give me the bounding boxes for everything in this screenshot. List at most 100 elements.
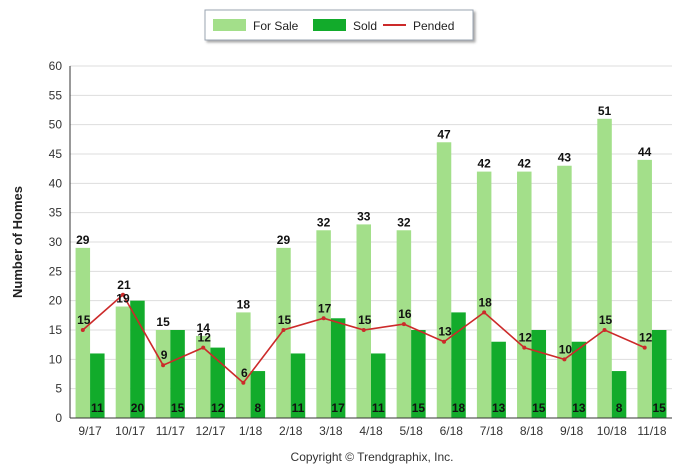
x-tick-label: 9/17 bbox=[78, 424, 102, 438]
y-tick-label: 15 bbox=[49, 323, 63, 337]
data-label-pended: 16 bbox=[398, 307, 412, 321]
legend-swatch-sold bbox=[313, 19, 346, 31]
y-tick-label: 50 bbox=[49, 118, 63, 132]
data-label-for-sale: 47 bbox=[437, 127, 451, 141]
data-label-for-sale: 42 bbox=[518, 157, 532, 171]
pended-point bbox=[361, 328, 366, 332]
bar-sold bbox=[170, 330, 185, 418]
legend-swatch-for-sale bbox=[213, 19, 246, 31]
pended-point bbox=[401, 322, 406, 327]
data-label-pended: 15 bbox=[77, 313, 91, 327]
bar-for-sale bbox=[316, 230, 331, 418]
pended-point bbox=[442, 339, 447, 344]
data-label-sold: 15 bbox=[171, 401, 185, 415]
y-tick-label: 5 bbox=[55, 382, 62, 396]
x-tick-label: 6/18 bbox=[440, 424, 464, 438]
y-tick-label: 30 bbox=[49, 235, 63, 249]
bar-sold bbox=[651, 330, 667, 418]
x-tick-label: 12/17 bbox=[195, 424, 225, 438]
bar-for-sale bbox=[195, 335, 211, 418]
bar-sold bbox=[330, 318, 346, 418]
x-tick-label: 10/18 bbox=[597, 424, 627, 438]
data-label-for-sale: 29 bbox=[76, 233, 90, 247]
data-label-sold: 8 bbox=[255, 401, 262, 415]
x-tick-label: 11/18 bbox=[637, 424, 666, 438]
data-label-for-sale: 18 bbox=[237, 297, 251, 311]
data-label-sold: 15 bbox=[653, 401, 667, 415]
bar-sold bbox=[531, 330, 547, 418]
bar-for-sale bbox=[476, 171, 492, 418]
data-label-for-sale: 15 bbox=[156, 315, 170, 329]
data-label-for-sale: 51 bbox=[598, 104, 612, 118]
x-tick-label: 7/18 bbox=[480, 424, 504, 438]
pended-point bbox=[281, 328, 286, 332]
pended-point bbox=[321, 316, 326, 321]
pended-point bbox=[201, 345, 206, 350]
bars bbox=[75, 118, 667, 419]
y-tick-label: 40 bbox=[49, 176, 63, 190]
bar-for-sale bbox=[155, 330, 171, 418]
pended-point bbox=[602, 328, 607, 332]
data-label-pended: 15 bbox=[278, 313, 292, 327]
data-label-pended: 15 bbox=[358, 313, 372, 327]
data-label-sold: 11 bbox=[292, 401, 305, 415]
pended-point bbox=[120, 292, 125, 297]
legend-label-pended: Pended bbox=[413, 19, 454, 33]
y-tick-label: 45 bbox=[49, 147, 63, 161]
data-label-sold: 12 bbox=[211, 401, 225, 415]
y-tick-label: 10 bbox=[49, 352, 63, 366]
data-label-sold: 15 bbox=[412, 401, 426, 415]
data-label-for-sale: 14 bbox=[197, 321, 211, 335]
bar-for-sale bbox=[276, 247, 291, 418]
data-label-for-sale: 32 bbox=[397, 215, 411, 229]
y-axis-title: Number of Homes bbox=[10, 186, 25, 298]
axes: 0 5 10 15 20 25 30 35 40 45 50 55 60 9/17 10/17 11/17 12… bbox=[49, 59, 672, 438]
data-label-sold: 20 bbox=[131, 401, 145, 415]
bar-for-sale bbox=[637, 159, 652, 418]
y-tick-label: 0 bbox=[55, 411, 62, 425]
x-tick-label: 11/17 bbox=[156, 424, 185, 438]
bar-sold bbox=[371, 353, 386, 418]
x-tick-label: 3/18 bbox=[319, 424, 343, 438]
data-label-sold: 11 bbox=[372, 401, 385, 415]
x-tick-label: 5/18 bbox=[399, 424, 423, 438]
bar-sold bbox=[90, 353, 105, 418]
pended-point bbox=[482, 310, 487, 315]
data-label-sold: 13 bbox=[492, 401, 506, 415]
bar-sold bbox=[250, 371, 266, 418]
copyright-credit: Copyright © Trendgraphix, Inc. bbox=[291, 450, 454, 464]
bar-sold bbox=[491, 341, 506, 418]
x-tick-label: 10/17 bbox=[115, 424, 145, 438]
data-label-sold: 8 bbox=[616, 401, 623, 415]
bar-for-sale bbox=[517, 171, 532, 418]
y-tick-label: 60 bbox=[49, 59, 63, 73]
bar-sold bbox=[451, 312, 466, 418]
pended-line-layer bbox=[80, 292, 647, 385]
pended-point bbox=[562, 357, 567, 362]
x-tick-label: 4/18 bbox=[359, 424, 383, 438]
x-tick-label: 2/18 bbox=[279, 424, 303, 438]
data-label-pended: 6 bbox=[241, 366, 248, 380]
data-label-for-sale: 42 bbox=[477, 157, 491, 171]
legend-label-for-sale: For Sale bbox=[253, 19, 299, 33]
data-label-pended: 17 bbox=[318, 301, 332, 315]
bar-for-sale bbox=[356, 224, 371, 418]
data-label-for-sale: 43 bbox=[558, 151, 572, 165]
pended-point bbox=[161, 363, 166, 368]
data-label-pended: 12 bbox=[639, 331, 653, 345]
data-label-sold: 18 bbox=[452, 401, 466, 415]
legend-label-sold: Sold bbox=[353, 19, 377, 33]
data-label-pended: 18 bbox=[478, 295, 492, 309]
data-label-for-sale: 32 bbox=[317, 215, 331, 229]
y-tick-label: 20 bbox=[49, 294, 63, 308]
bar-for-sale bbox=[597, 118, 612, 419]
bar-for-sale bbox=[236, 312, 251, 418]
x-tick-label: 8/18 bbox=[520, 424, 544, 438]
data-label-sold: 11 bbox=[91, 401, 104, 415]
data-label-pended: 15 bbox=[599, 313, 613, 327]
bar-sold bbox=[571, 341, 587, 418]
pended-point bbox=[522, 345, 527, 350]
data-label-for-sale: 33 bbox=[357, 209, 371, 223]
data-label-pended: 21 bbox=[117, 278, 131, 292]
pended-point bbox=[241, 380, 246, 385]
